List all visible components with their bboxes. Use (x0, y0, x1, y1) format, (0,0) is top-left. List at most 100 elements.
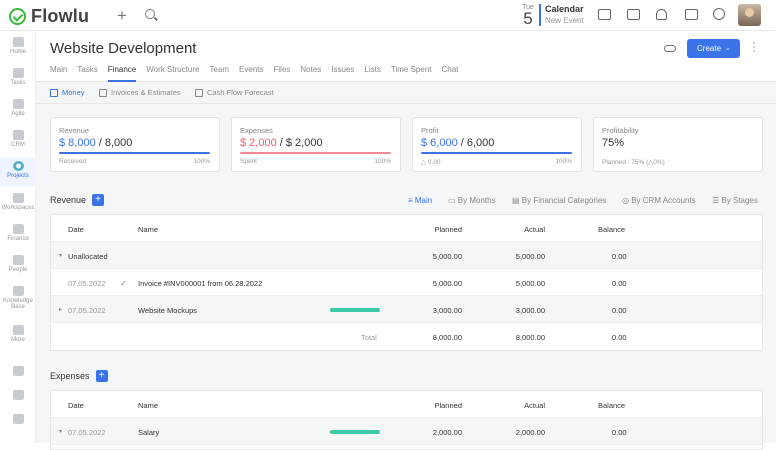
tab-notes[interactable]: Notes (300, 65, 322, 74)
sidebar-item-finance[interactable]: Finance (0, 224, 36, 242)
chat-icon[interactable] (685, 9, 698, 20)
mail-icon[interactable] (598, 9, 611, 20)
search-icon[interactable] (145, 9, 155, 19)
sidebar-item-knowledge-base[interactable]: Knowledge Base (0, 286, 36, 310)
chevron-down-icon[interactable]: ▾ (59, 253, 63, 259)
create-button-label: Create (697, 44, 722, 53)
view-by-crm-accounts[interactable]: ◎ By CRM Accounts (622, 196, 696, 205)
calendar-new-event[interactable]: New Event (545, 16, 584, 25)
table-row[interactable]: ▾ 07.05.2022 Salary 2,000.00 2,000.00 0.… (51, 418, 762, 445)
card-label: Profitability (602, 126, 639, 135)
add-expense-button[interactable]: + (95, 370, 108, 382)
tab-events[interactable]: Events (239, 65, 264, 74)
col-name: Name (138, 225, 159, 234)
progress-bar (330, 308, 380, 312)
sidebar-item-projects[interactable]: Projects (0, 158, 36, 186)
table-row[interactable]: ▾ Unallocated 5,000.00 5,000.00 0.00 (51, 242, 762, 269)
link-icon[interactable] (664, 45, 676, 52)
finance-subtabs: Money Invoices & Estimates Cash Flow For… (36, 82, 776, 104)
subtab-label: Money (62, 88, 85, 97)
tab-issues[interactable]: Issues (331, 65, 355, 74)
subtab-money[interactable]: Money (50, 88, 85, 97)
tab-finance[interactable]: Finance (107, 65, 137, 82)
row-planned: 5,000.00 (432, 279, 462, 288)
tab-team[interactable]: Team (209, 65, 230, 74)
sidebar-item-label: People (8, 267, 28, 273)
projects-icon (12, 161, 24, 171)
progress-bar (330, 430, 380, 434)
sidebar-item-label: Finance (7, 236, 29, 242)
agile-icon (12, 99, 24, 109)
row-actual: 3,000.00 (515, 306, 545, 315)
sidebar-item-tasks[interactable]: Tasks (0, 68, 36, 86)
sidebar-extra-3[interactable] (0, 414, 36, 426)
chevron-right-icon[interactable]: ▸ (59, 307, 63, 313)
tab-main[interactable]: Main (50, 65, 68, 74)
view-label: By CRM Accounts (631, 196, 696, 205)
card-footer: Received 100% (59, 158, 210, 165)
view-by-stages[interactable]: ☰ By Stages (712, 196, 758, 205)
view-main[interactable]: ≡ Main (408, 196, 433, 205)
chevron-down-icon[interactable]: ▾ (59, 429, 63, 435)
more-options-icon[interactable]: · · · (752, 37, 756, 57)
total-actual: 8,000.00 (515, 333, 545, 342)
knowledge-base-icon (12, 286, 24, 296)
row-planned: 2,000.00 (432, 428, 462, 437)
expenses-card: Expenses $ 2,000 / $ 2,000 Spent 100% (231, 117, 401, 172)
progress-bar (240, 152, 391, 154)
sidebar-item-label: Knowledge (3, 298, 33, 304)
sidebar-extra-1[interactable] (0, 366, 36, 378)
table-row[interactable]: 07.05.2022 ✓ Invoice #INV000001 from 06.… (51, 269, 762, 296)
row-date: 07.05.2022 (68, 279, 106, 288)
row-name[interactable]: Invoice #INV000001 from 06.28.2022 (138, 279, 263, 288)
table-row[interactable]: ▸ 07.05.2022 Website Mockups 3,000.00 3,… (51, 296, 762, 323)
row-name[interactable]: Salary (138, 428, 160, 437)
tab-tasks[interactable]: Tasks (77, 65, 98, 74)
cash-flow-icon (195, 88, 203, 97)
card-value: $ 8,000 / 8,000 (59, 137, 132, 149)
sidebar-item-crm[interactable]: CRM (0, 130, 36, 148)
calendar-title[interactable]: Calendar (545, 4, 584, 14)
row-name[interactable]: Website Mockups (138, 306, 198, 315)
sidebar: Home Tasks Agile CRM Projects Workspaces… (0, 31, 36, 443)
top-bar: Flowlu + Tue 5 Calendar New Event (0, 0, 776, 31)
tab-chat[interactable]: Chat (441, 65, 459, 74)
col-name: Name (138, 401, 159, 410)
tab-work-structure[interactable]: Work Structure (146, 65, 200, 74)
row-balance: 0.00 (612, 252, 627, 261)
avatar[interactable] (738, 4, 761, 26)
plus-icon[interactable]: + (117, 6, 127, 25)
logo[interactable]: Flowlu (9, 6, 89, 27)
money-icon (50, 88, 58, 97)
subtab-invoices[interactable]: Invoices & Estimates (99, 88, 181, 97)
row-actual: 5,000.00 (515, 252, 545, 261)
calendar-date[interactable]: 5 (523, 9, 533, 28)
sidebar-item-workspaces[interactable]: Workspaces (0, 193, 36, 211)
view-by-financial-categories[interactable]: ▤ By Financial Categories (512, 196, 607, 205)
notes-icon[interactable] (627, 9, 640, 20)
row-planned: 3,000.00 (432, 306, 462, 315)
tab-lists[interactable]: Lists (364, 65, 381, 74)
add-revenue-button[interactable]: + (92, 194, 105, 206)
sidebar-item-more[interactable]: More (0, 325, 36, 343)
row-name: Unallocated (68, 252, 108, 261)
tab-time-spent[interactable]: Time Spent (390, 65, 432, 74)
sidebar-item-agile[interactable]: Agile (0, 99, 36, 117)
sidebar-item-home[interactable]: Home (0, 37, 36, 55)
col-actual: Actual (524, 401, 545, 410)
help-icon[interactable] (713, 8, 725, 20)
card-target: 8,000 (104, 137, 133, 149)
card-footer: Planned : 75% (△0%) (602, 158, 753, 166)
view-label: By Financial Categories (521, 196, 607, 205)
project-tabs: Main Tasks Finance Work Structure Team E… (50, 65, 468, 82)
sidebar-extra-2[interactable] (0, 390, 36, 402)
view-by-months[interactable]: ▭ By Months (448, 196, 496, 205)
sidebar-item-people[interactable]: People (0, 255, 36, 273)
calendar-divider (539, 4, 541, 26)
bell-icon[interactable] (656, 9, 667, 20)
card-label: Revenue (59, 126, 90, 135)
create-button[interactable]: Create ⌄ (687, 39, 740, 58)
total-balance: 0.00 (612, 333, 627, 342)
subtab-cash-flow[interactable]: Cash Flow Forecast (195, 88, 274, 97)
tab-files[interactable]: Files (273, 65, 291, 74)
